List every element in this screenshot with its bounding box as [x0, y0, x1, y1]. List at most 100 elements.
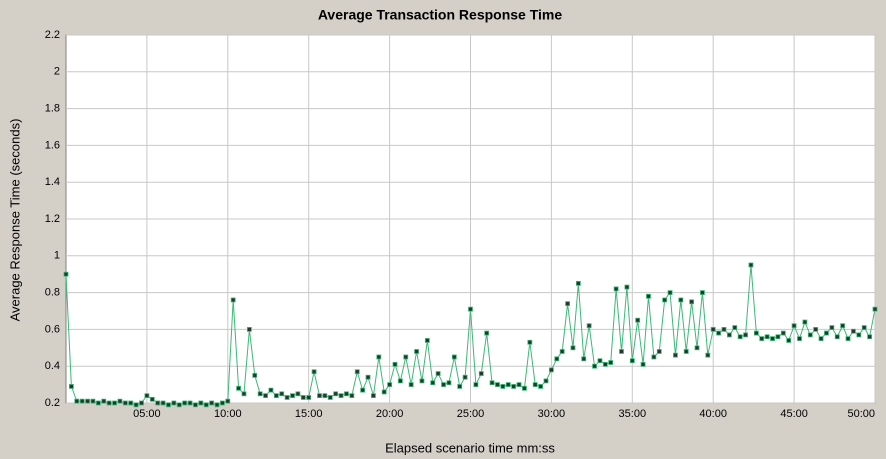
data-point — [845, 336, 851, 342]
y-tick-label: 1.8 — [45, 103, 60, 115]
data-point — [149, 396, 155, 402]
data-point — [322, 393, 328, 399]
data-point — [694, 345, 700, 351]
data-point — [230, 297, 236, 303]
data-point — [236, 385, 241, 391]
y-tick-label: 0.4 — [45, 360, 60, 372]
data-point — [824, 330, 829, 336]
data-point — [95, 400, 101, 406]
data-point — [721, 326, 727, 332]
data-point — [500, 384, 506, 389]
data-point — [813, 326, 819, 332]
data-point — [128, 400, 134, 406]
data-point — [182, 400, 188, 406]
data-point — [387, 382, 393, 388]
data-point — [602, 361, 608, 367]
data-point — [683, 349, 689, 354]
data-point — [678, 297, 684, 303]
data-point — [268, 387, 274, 393]
y-tick-label: 2.2 — [45, 29, 60, 41]
data-point — [68, 384, 74, 389]
data-point — [667, 290, 673, 296]
data-point — [478, 371, 484, 376]
data-point — [651, 354, 657, 360]
data-point — [424, 338, 430, 343]
data-point — [872, 306, 878, 312]
data-point — [311, 369, 317, 375]
data-point — [495, 382, 500, 388]
data-point — [565, 301, 570, 307]
x-tick-label: 25:00 — [457, 408, 485, 420]
data-point — [662, 297, 668, 303]
x-tick-label: 10:00 — [214, 408, 242, 420]
data-point — [689, 299, 695, 305]
data-point — [209, 400, 215, 406]
data-point — [360, 387, 366, 393]
data-point — [171, 400, 177, 406]
data-point — [338, 393, 344, 399]
data-point — [613, 286, 619, 292]
data-point — [473, 382, 479, 388]
data-point — [430, 380, 436, 386]
data-point — [79, 398, 85, 404]
data-point — [700, 290, 705, 296]
data-point — [354, 369, 360, 375]
data-point — [85, 398, 90, 404]
x-tick-label: 40:00 — [699, 408, 727, 420]
data-point — [807, 332, 813, 338]
data-point — [505, 382, 511, 388]
data-point — [381, 389, 387, 395]
data-point — [106, 400, 112, 406]
data-point — [435, 371, 441, 376]
data-point — [333, 391, 339, 397]
data-point — [527, 339, 533, 345]
data-point — [861, 325, 867, 330]
data-point — [144, 393, 150, 399]
data-point — [371, 393, 376, 399]
data-point — [797, 336, 802, 342]
data-point — [117, 398, 123, 404]
data-point — [101, 398, 107, 404]
data-point — [597, 358, 603, 364]
data-point — [300, 395, 306, 400]
data-point — [549, 367, 554, 373]
data-point — [624, 284, 630, 290]
data-point — [397, 378, 403, 384]
data-point — [640, 361, 646, 367]
data-point — [575, 280, 581, 286]
data-point — [257, 391, 263, 397]
data-point — [252, 372, 258, 378]
x-axis-label: Elapsed scenario time mm:ss — [385, 440, 555, 455]
x-tick-label: 15:00 — [295, 408, 323, 420]
data-point — [629, 358, 635, 364]
data-point — [133, 402, 139, 408]
data-point — [344, 391, 349, 397]
y-tick-label: 1 — [54, 250, 60, 262]
data-point — [851, 328, 856, 334]
data-point — [554, 356, 560, 362]
data-point — [155, 400, 161, 406]
data-point — [673, 352, 678, 358]
data-point — [775, 334, 781, 340]
data-point — [403, 354, 409, 360]
data-point — [187, 400, 193, 406]
data-point — [786, 338, 792, 343]
data-point — [468, 306, 473, 312]
data-point — [160, 400, 166, 406]
data-point — [139, 400, 144, 406]
data-point — [581, 356, 587, 362]
data-point — [263, 393, 268, 399]
data-point — [646, 293, 651, 299]
data-point — [376, 354, 382, 360]
y-tick-label: 1.6 — [45, 139, 60, 151]
chart-title: Average Transaction Response Time — [318, 7, 563, 23]
data-point — [570, 345, 576, 351]
data-point — [441, 382, 446, 388]
data-point — [759, 336, 765, 342]
data-point — [74, 398, 80, 404]
data-point — [327, 395, 333, 400]
data-point — [818, 336, 824, 342]
data-point — [290, 393, 295, 399]
y-tick-label: 1.4 — [45, 176, 60, 188]
data-point — [451, 354, 457, 360]
